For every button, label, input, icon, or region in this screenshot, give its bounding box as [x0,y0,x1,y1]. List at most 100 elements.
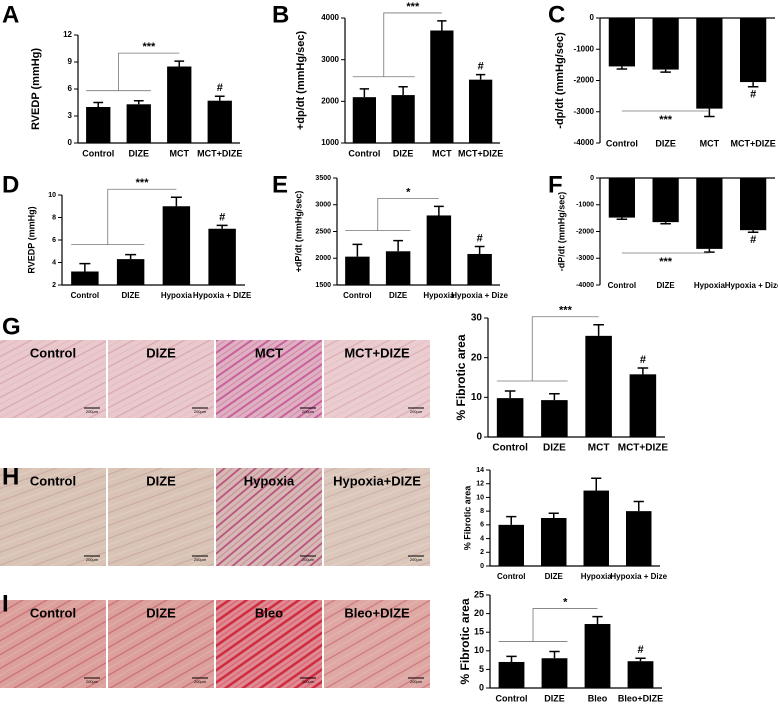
error-bar [637,367,649,375]
micrograph [216,600,322,688]
comparison-bracket [71,188,177,246]
error-bar [660,69,671,73]
significance-label: *** [659,256,673,268]
error-bar [474,245,485,254]
y-tick-label: 2000 [321,96,339,105]
y-axis-title: +dp/dt (mmHg/sec) [295,31,307,131]
scale-bar-label: 200µm [194,679,207,684]
panel-letter: E [272,171,288,198]
micrograph-label: Hypoxia [244,473,295,488]
bar [629,374,657,437]
y-tick-label: -4000 [574,138,595,147]
micrograph [216,340,322,418]
micrograph [0,340,106,418]
bar [541,658,568,688]
bar [430,30,454,143]
bar [116,259,145,285]
bar [208,228,236,285]
scale-bar-label: 200µm [410,557,423,562]
bar [126,104,151,143]
panel-letter: I [2,590,9,617]
x-tick-label: DIZE [128,148,149,158]
error-bar [616,217,628,220]
micrograph-label: Hypoxia+DIZE [333,473,421,488]
y-tick-label: -4000 [576,282,594,289]
significance-label: * [406,186,411,198]
micrograph-label: MCT+DIZE [344,345,410,360]
significance-label: *** [136,177,150,189]
y-tick-label: 3000 [315,202,331,209]
y-tick-label: 3000 [321,55,339,64]
error-bar [549,393,560,401]
error-bar [747,230,759,234]
panel-letter: F [548,171,563,198]
bar [469,79,493,143]
x-tick-label: Hypoxia + Dize [610,572,667,581]
y-tick-label: 15 [474,627,484,637]
x-tick-label: Control [348,148,380,158]
y-tick-label: 0 [480,563,484,570]
y-tick-label: 2 [52,282,56,289]
micrograph-label: DIZE [146,605,176,620]
scale-bar-label: 200µm [86,557,99,562]
marker-label: # [217,82,223,94]
comparison-bracket [498,608,598,642]
y-tick-label: 10 [48,192,56,199]
panel-letter: D [2,171,19,198]
error-bar [549,650,560,659]
error-bar [433,205,444,216]
bar [652,178,679,223]
error-bar [616,66,628,70]
y-tick-label: 12 [476,481,484,488]
y-tick-label: -1000 [576,202,594,209]
y-axis-title: % Fibrotic area [462,485,472,551]
y-tick-label: 30 [471,313,483,324]
comparison-bracket [496,316,599,382]
x-tick-label: Control [82,148,114,158]
error-bar [548,512,559,518]
scale-bar-label: 200µm [194,557,207,562]
micrograph-label: Control [30,345,76,360]
bar [86,107,111,143]
error-bar [133,99,144,105]
y-tick-label: 2000 [315,255,331,262]
y-tick-label: 3 [68,111,73,120]
bar [352,97,376,143]
y-tick-label: 8 [480,508,484,515]
x-tick-label: DIZE [657,281,676,290]
marker-label: # [478,61,484,73]
error-bar [747,82,759,88]
error-bar [216,224,228,229]
micrograph-label: Control [30,605,76,620]
y-tick-label: -2000 [576,228,594,235]
marker-label: # [750,234,756,246]
error-bar [593,323,604,336]
micrograph [216,468,322,566]
y-tick-label: 20 [474,608,484,618]
y-axis-title: % Fibrotic area [458,598,472,684]
error-bar [704,248,715,253]
y-tick-label: 1500 [315,282,331,289]
y-tick-label: 1000 [321,138,339,147]
y-tick-label: -3000 [574,107,595,116]
y-tick-label: -1000 [574,44,595,53]
marker-label: # [637,644,643,656]
x-tick-label: Hypoxia + Dize [451,291,508,300]
y-axis-title: RVEDP (mmHg) [26,206,36,273]
bar [385,251,411,285]
bar [608,178,635,218]
significance-label: * [563,596,568,608]
significance-label: *** [406,1,420,13]
x-tick-label: DIZE [393,148,414,158]
y-tick-label: 3500 [315,175,331,182]
error-bar [352,243,363,257]
x-tick-label: DIZE [545,572,564,581]
x-tick-label: Bleo+DIZE [618,693,663,703]
marker-label: # [477,232,483,244]
y-axis-title: RVEDP (mmHg) [30,48,42,130]
y-tick-label: 0 [590,175,594,182]
bar [541,518,567,566]
x-tick-label: Hypoxia [581,572,613,581]
marker-label: # [750,89,756,101]
y-tick-label: 2 [480,549,484,556]
